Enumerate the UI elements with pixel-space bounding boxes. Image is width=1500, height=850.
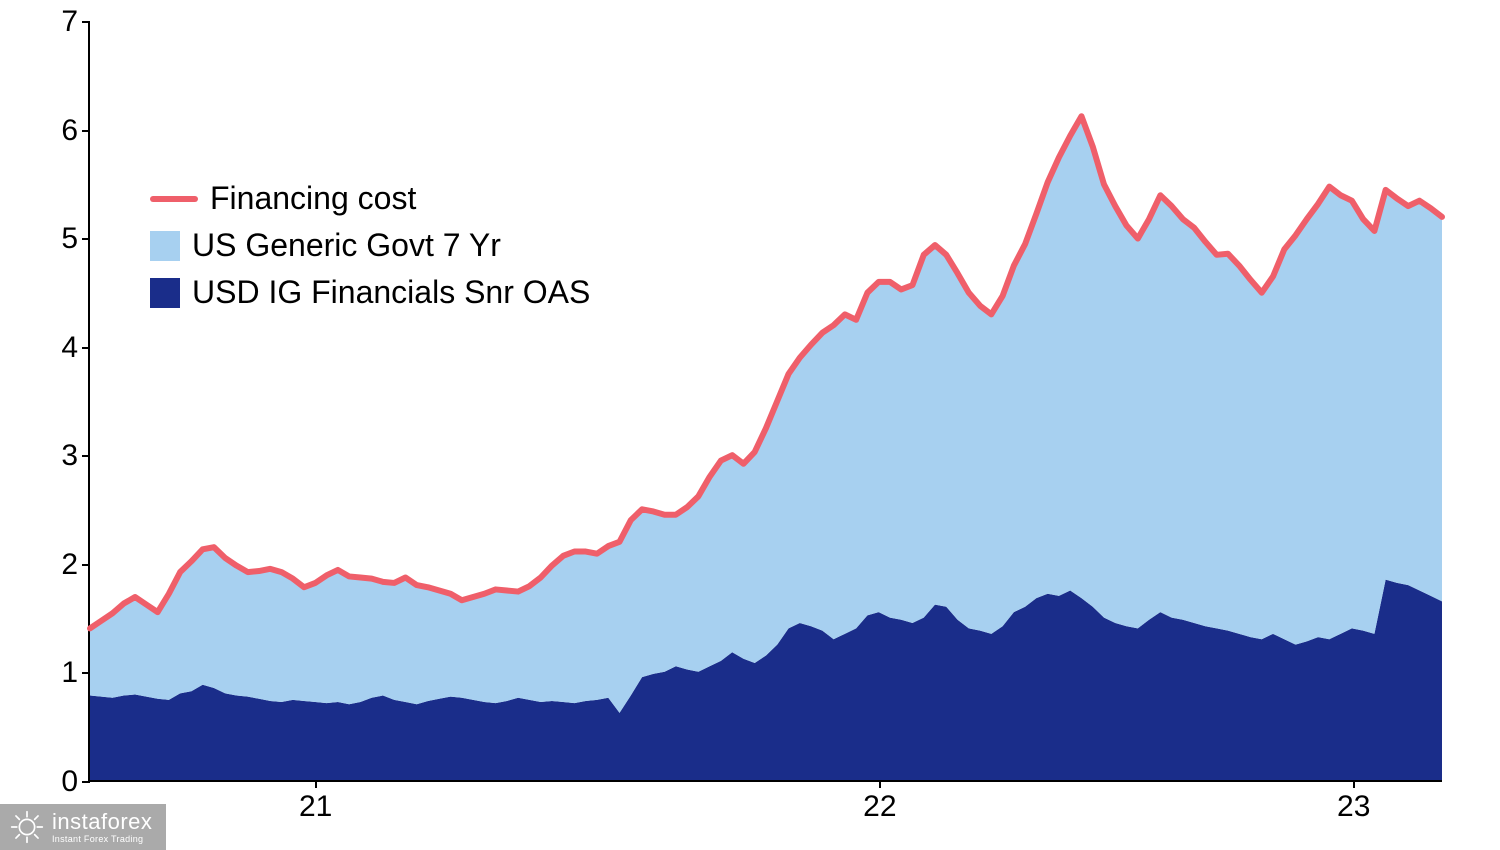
watermark: instaforex Instant Forex Trading bbox=[0, 804, 166, 850]
legend-line-marker bbox=[150, 196, 198, 202]
x-tick-label: 22 bbox=[863, 790, 896, 824]
legend-swatch-marker bbox=[150, 231, 180, 261]
legend-swatch-marker bbox=[150, 278, 180, 308]
y-tick-mark bbox=[82, 238, 90, 240]
legend-item: US Generic Govt 7 Yr bbox=[150, 227, 590, 264]
y-tick-label: 5 bbox=[61, 222, 78, 256]
legend-item: USD IG Financials Snr OAS bbox=[150, 274, 590, 311]
legend-label: US Generic Govt 7 Yr bbox=[192, 227, 501, 264]
y-tick-mark bbox=[82, 347, 90, 349]
legend-item: Financing cost bbox=[150, 180, 590, 217]
y-tick-mark bbox=[82, 455, 90, 457]
watermark-name: instaforex bbox=[52, 811, 152, 833]
watermark-logo-icon bbox=[10, 810, 44, 844]
x-tick-mark bbox=[879, 780, 881, 788]
y-tick-mark bbox=[82, 672, 90, 674]
y-tick-label: 4 bbox=[61, 331, 78, 365]
y-tick-mark bbox=[82, 130, 90, 132]
y-tick-label: 2 bbox=[61, 548, 78, 582]
watermark-tagline: Instant Forex Trading bbox=[52, 835, 152, 844]
x-tick-mark bbox=[315, 780, 317, 788]
chart-svg bbox=[90, 22, 1442, 780]
legend-label: USD IG Financials Snr OAS bbox=[192, 274, 590, 311]
x-tick-label: 23 bbox=[1337, 790, 1370, 824]
y-tick-label: 0 bbox=[61, 765, 78, 799]
chart-container: Financing cost US Generic Govt 7 Yr USD IG… bbox=[0, 0, 1500, 850]
legend: Financing cost US Generic Govt 7 Yr USD IG… bbox=[150, 180, 590, 311]
x-tick-mark bbox=[1353, 780, 1355, 788]
y-tick-mark bbox=[82, 781, 90, 783]
legend-label: Financing cost bbox=[210, 180, 416, 217]
y-tick-label: 7 bbox=[61, 5, 78, 39]
y-tick-label: 3 bbox=[61, 439, 78, 473]
y-tick-label: 1 bbox=[61, 656, 78, 690]
y-tick-mark bbox=[82, 21, 90, 23]
watermark-text: instaforex Instant Forex Trading bbox=[52, 811, 152, 844]
y-tick-label: 6 bbox=[61, 114, 78, 148]
plot-area: Financing cost US Generic Govt 7 Yr USD IG… bbox=[88, 22, 1442, 782]
x-tick-label: 21 bbox=[299, 790, 332, 824]
y-tick-mark bbox=[82, 564, 90, 566]
